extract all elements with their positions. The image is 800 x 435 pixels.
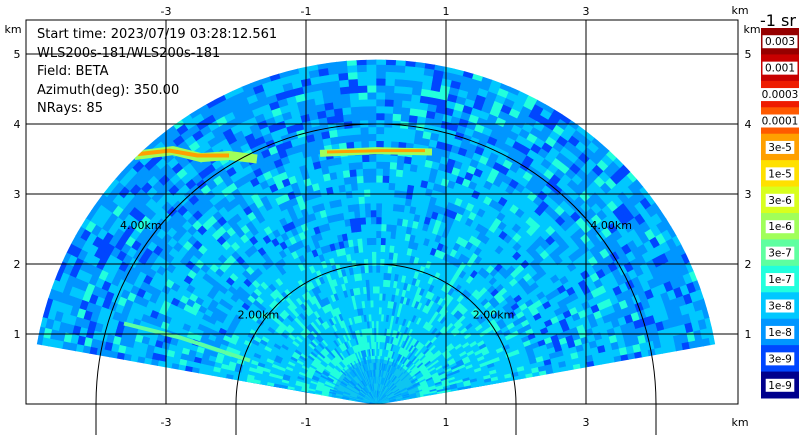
range-ring-label: 4.00km [120,219,162,232]
range-ring-label: 2.00km [238,308,280,321]
colorbar-label-bg [765,220,795,234]
start-time-label: Start time: 2023/07/19 03:28:12.561 [37,27,278,42]
axis-unit-label: km [743,23,760,36]
colorbar-label: 3e-5 [768,142,792,154]
y-tick-label-right: 3 [745,188,752,201]
colorbar-label-bg [765,273,795,287]
colorbar-label: 3e-7 [768,248,792,260]
range-ring-label: 2.00km [473,308,515,321]
range-ring [235,263,517,435]
y-tick-label-right: 5 [745,48,752,61]
scan-info-panel: Start time: 2023/07/19 03:28:12.561 WLS2… [37,26,277,119]
instrument-label: WLS200s-181/WLS200s-181 [37,45,221,61]
colorbar-label: 0.003 [765,36,795,48]
colorbar-label: 1e-9 [768,380,792,392]
colorbar-label-bg [765,193,795,207]
colorbar-label: 1e-6 [768,221,792,233]
colorbar-label-bg [762,35,798,49]
axis-unit-label: km [4,23,21,36]
range-ring [95,123,657,435]
y-tick-label-left: 3 [14,188,21,201]
colorbar-label-bg [759,114,800,128]
x-tick-label-top: -1 [301,5,312,18]
range-rings: 2.00km 2.00km 4.00km 4.00km [95,123,657,435]
colorbar-label: 3e-8 [768,301,792,313]
y-tick-label-left: 4 [14,118,21,131]
colorbar-label-bg [759,88,800,102]
x-tick-label-bottom: 1 [443,416,450,429]
colorbar-label-bg [765,140,795,154]
colorbar-label-bg [765,299,795,313]
axis-unit-label: km [731,4,748,17]
x-tick-label-top: -3 [161,5,172,18]
colorbar-label-bg [765,378,795,392]
azimuth-label: Azimuth(deg): 350.00 [37,82,180,98]
y-tick-label-right: 2 [745,258,752,271]
nrays-label: NRays: 85 [37,101,103,116]
colorbar: 0.003 0.001 0.0003 0.0001 3e-5 1e-5 3e-6 1e-6 3e… [759,11,800,399]
colorbar-unit-title: -1 sr [760,11,796,30]
y-tick-label-right: 4 [745,118,752,131]
field-label: Field: BETA [37,64,109,79]
colorbar-label: 0.0003 [762,89,799,101]
colorbar-label: 3e-9 [768,353,792,365]
x-tick-label-top: 3 [583,5,590,18]
y-tick-label-right: 1 [745,328,752,341]
y-tick-label-left: 2 [14,258,21,271]
colorbar-label-bg [765,352,795,366]
range-ring-label: 4.00km [590,219,632,232]
plot-frame [25,19,739,405]
x-tick-label-bottom: -3 [161,416,172,429]
colorbar-label-bg [765,246,795,260]
y-tick-label-left: 1 [14,328,21,341]
colorbar-label: 1e-5 [768,168,792,180]
x-tick-label-bottom: -1 [301,416,312,429]
colorbar-label: 0.0001 [762,116,799,128]
x-tick-label-bottom: 3 [583,416,590,429]
x-tick-label-top: 1 [443,5,450,18]
axis-ticks: -3 -3 -1 -1 1 1 3 3 1 1 2 2 3 3 4 4 5 5 km km km km [4,4,760,429]
colorbar-label-bg [765,325,795,339]
backscatter-sector [36,59,716,404]
colorbar-label-bg [765,167,795,181]
grid-lines [26,20,738,404]
colorbar-label: 0.001 [765,63,795,75]
colorbar-label: 1e-7 [768,274,792,286]
axis-unit-label: km [731,416,748,429]
colorbar-label: 3e-6 [768,195,792,207]
colorbar-label-bg [762,61,798,75]
colorbar-label: 1e-8 [768,327,792,339]
y-tick-label-left: 5 [14,48,21,61]
